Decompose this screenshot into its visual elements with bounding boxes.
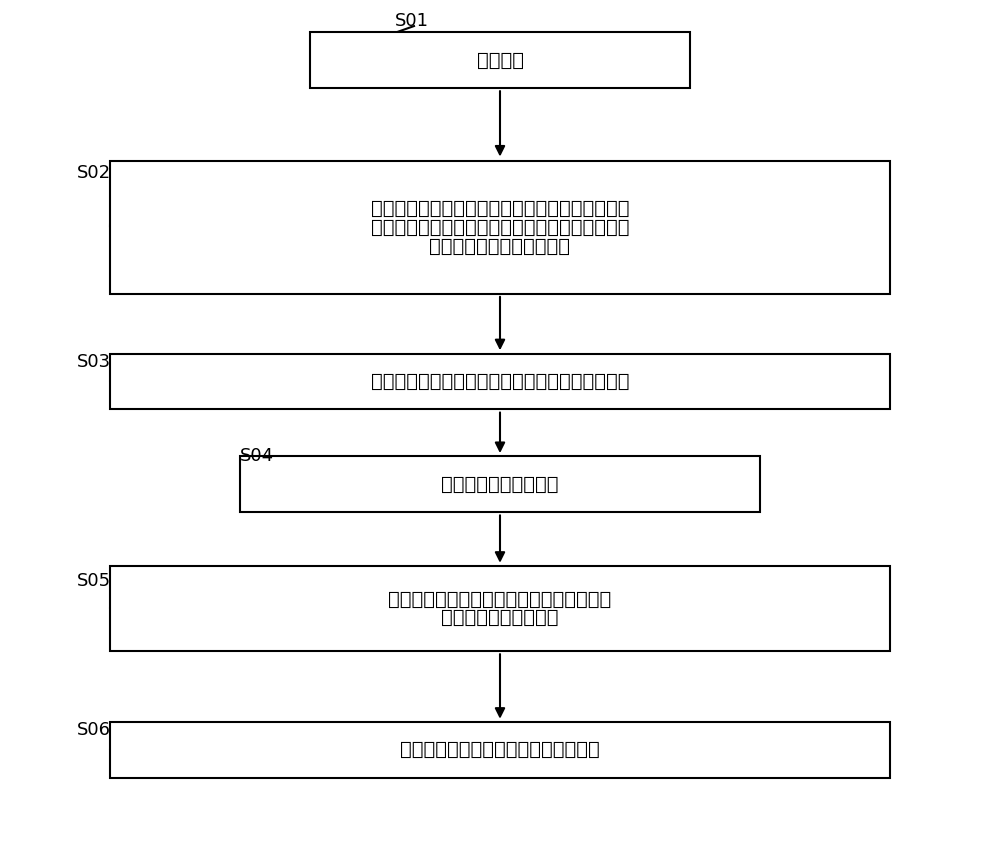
- Text: 提供衬底: 提供衬底: [477, 51, 524, 69]
- Text: 的衬底部分之间形成有隔离: 的衬底部分之间形成有隔离: [430, 237, 570, 255]
- Text: S04: S04: [240, 446, 274, 465]
- Text: S06: S06: [77, 721, 111, 740]
- FancyBboxPatch shape: [110, 353, 890, 409]
- FancyBboxPatch shape: [310, 32, 690, 88]
- FancyBboxPatch shape: [110, 566, 890, 651]
- Text: 导体层，以形成间隔层: 导体层，以形成间隔层: [441, 608, 559, 627]
- Text: S01: S01: [395, 11, 429, 30]
- Text: 在间隔层中填充介质材料，以形成埋层: 在间隔层中填充介质材料，以形成埋层: [400, 740, 600, 759]
- Text: 在所述衬底上形成鳍堆叠，鳍堆叠包括依次层叠的: 在所述衬底上形成鳍堆叠，鳍堆叠包括依次层叠的: [371, 199, 629, 218]
- Text: 去除栅极，以形成开口: 去除栅极，以形成开口: [441, 475, 559, 494]
- Text: 在鳍堆叠上形成栅极及其侧墙，并覆盖层间介质层: 在鳍堆叠上形成栅极及其侧墙，并覆盖层间介质层: [371, 372, 629, 391]
- Text: S02: S02: [77, 164, 111, 183]
- Text: 衬底部分、第一半导体层和第二半导体层，鳍堆叠: 衬底部分、第一半导体层和第二半导体层，鳍堆叠: [371, 218, 629, 237]
- FancyBboxPatch shape: [110, 161, 890, 294]
- Text: S03: S03: [77, 352, 111, 371]
- FancyBboxPatch shape: [110, 722, 890, 778]
- FancyBboxPatch shape: [240, 457, 760, 512]
- Text: 从开口进行刻蚀，至少去除栅极下的第一半: 从开口进行刻蚀，至少去除栅极下的第一半: [388, 590, 612, 608]
- Text: S05: S05: [77, 572, 111, 590]
